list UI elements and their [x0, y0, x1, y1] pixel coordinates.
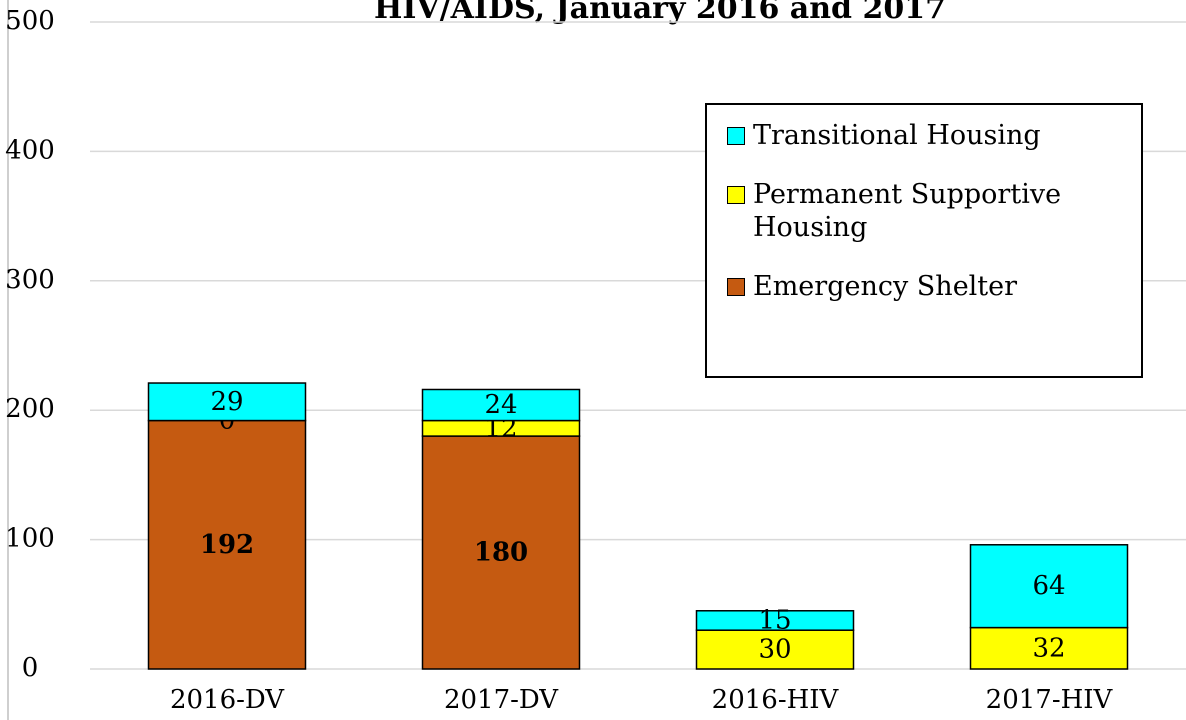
x-tick-label: 2016-HIV	[712, 685, 840, 715]
x-tick-label: 2017-HIV	[986, 685, 1114, 715]
legend-label: Transitional Housing	[753, 120, 1041, 151]
y-tick-label: 300	[5, 265, 55, 295]
legend-swatch	[727, 278, 745, 296]
data-label: 192	[200, 530, 254, 560]
y-tick-label: 400	[5, 135, 55, 165]
legend-item: Permanent Supportive Housing	[727, 178, 1121, 244]
bar-segment	[969, 626, 1129, 670]
bar-segment	[147, 419, 307, 670]
x-tick-label: 2017-DV	[444, 685, 559, 715]
y-tick-label: 500	[5, 6, 55, 36]
data-label: 32	[1032, 633, 1065, 663]
data-label: 15	[758, 605, 791, 635]
bar-segment	[695, 610, 855, 631]
y-tick-label: 100	[5, 524, 55, 554]
data-label: 24	[484, 390, 517, 420]
legend-label: Permanent Supportive Housing	[753, 179, 1062, 243]
legend-swatch	[727, 127, 745, 145]
legend-item: Emergency Shelter	[727, 270, 1121, 303]
bar-segment	[695, 629, 855, 670]
legend-label: Emergency Shelter	[753, 271, 1018, 302]
x-tick-label: 2016-DV	[170, 685, 285, 715]
data-label: 180	[474, 538, 528, 568]
legend: Transitional Housing Permanent Supportive…	[705, 103, 1143, 378]
data-label: 30	[758, 635, 791, 665]
bar-segment	[421, 435, 581, 670]
y-tick-label: 200	[5, 394, 55, 424]
data-label: 29	[210, 387, 243, 417]
legend-item: Transitional Housing	[727, 119, 1121, 152]
legend-swatch	[727, 186, 745, 204]
bar-segment	[421, 388, 581, 422]
bar-segment	[969, 544, 1129, 629]
data-label: 64	[1032, 571, 1065, 601]
y-tick-label: 0	[22, 653, 39, 683]
bar-segment	[147, 382, 307, 422]
